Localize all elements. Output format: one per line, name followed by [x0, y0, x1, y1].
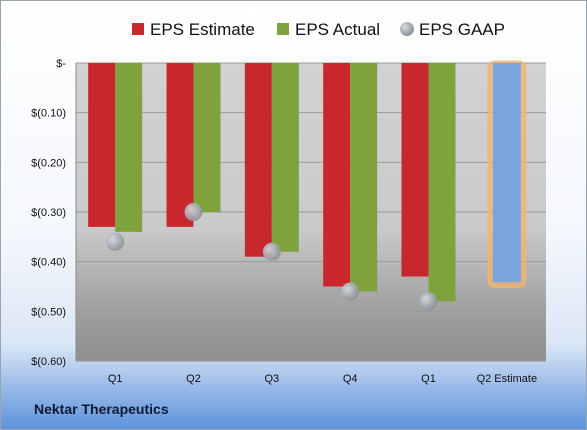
legend-label: EPS GAAP [419, 20, 505, 39]
y-tick-label: $(0.30) [31, 207, 66, 219]
bar-eps-estimate [401, 63, 429, 277]
legend-marker [400, 22, 414, 36]
y-axis: $- $(0.10) $(0.20) $(0.30) $(0.40) $(0.50) $(0… [31, 58, 77, 368]
x-tick-label: Q2 Estimate [477, 373, 538, 385]
legend: EPS Estimate EPS Actual EPS GAAP [132, 20, 505, 39]
bar-eps-estimate [244, 63, 272, 257]
bar-eps-actual [193, 63, 221, 212]
legend-label: EPS Estimate [150, 20, 255, 39]
company-name: Nektar Therapeutics [34, 401, 169, 417]
gaap-markers [106, 203, 438, 311]
x-tick-label: Q3 [264, 373, 279, 385]
bar-eps-estimate [166, 63, 194, 227]
bar-eps-estimate [323, 63, 351, 287]
marker-eps-gaap [184, 203, 203, 221]
x-tick-label: Q2 [186, 373, 201, 385]
bar-eps-actual [350, 63, 378, 292]
bar-eps-estimate [88, 63, 116, 227]
bar-eps-actual [115, 63, 143, 232]
y-tick-label: $(0.60) [31, 356, 66, 368]
bar-q2-estimate [492, 63, 521, 282]
x-tick-label: Q4 [343, 373, 358, 385]
marker-eps-gaap [341, 282, 360, 301]
y-tick-label: $(0.20) [31, 157, 66, 169]
x-tick-label: Q1 [421, 373, 436, 385]
bars [88, 60, 527, 302]
bar-eps-actual [428, 63, 456, 302]
marker-eps-gaap [106, 232, 125, 251]
x-axis: Q1 Q2 Q3 Q4 Q1 Q2 Estimate [108, 373, 537, 385]
marker-eps-gaap [419, 292, 438, 311]
x-tick-label: Q1 [108, 373, 123, 385]
legend-label: EPS Actual [295, 20, 380, 39]
legend-swatch [277, 23, 289, 35]
y-tick-label: $(0.10) [31, 108, 66, 120]
gridlines [76, 62, 546, 362]
y-tick-label: $(0.50) [31, 306, 66, 318]
marker-eps-gaap [262, 242, 281, 261]
bar-eps-actual [271, 63, 299, 252]
y-tick-label: $(0.40) [31, 257, 66, 269]
y-tick-label: $- [56, 58, 66, 70]
legend-swatch [132, 23, 144, 35]
